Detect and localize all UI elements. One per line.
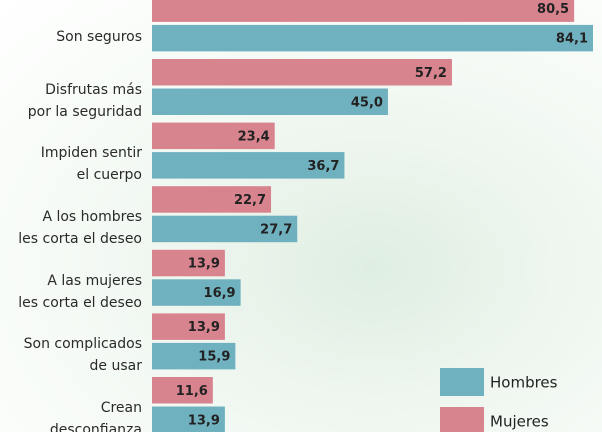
bar bbox=[152, 377, 213, 404]
bar bbox=[152, 342, 236, 370]
value-label: 36,7 bbox=[307, 159, 339, 174]
legend-label: Mujeres bbox=[490, 413, 549, 431]
legend-swatch bbox=[440, 368, 484, 396]
bar bbox=[152, 313, 225, 340]
category-label: Crean desconfianza bbox=[49, 399, 142, 432]
category-label: A los hombres les corta el deseo bbox=[18, 208, 142, 247]
value-label: 22,7 bbox=[234, 193, 266, 208]
value-label: 13,9 bbox=[188, 413, 220, 428]
value-label: 84,1 bbox=[556, 32, 588, 47]
bar bbox=[152, 406, 225, 432]
value-label: 57,2 bbox=[415, 66, 447, 81]
value-label: 15,9 bbox=[198, 350, 230, 365]
bar bbox=[152, 59, 452, 86]
category-label: A las mujeres les corta el deseo bbox=[18, 272, 142, 311]
value-label: 13,9 bbox=[188, 320, 220, 335]
bar bbox=[152, 152, 345, 179]
category-label: Son complicados de usar bbox=[23, 336, 142, 375]
category-label: Impiden sentir el cuerpo bbox=[40, 145, 142, 184]
bar bbox=[152, 186, 272, 213]
value-label: 45,0 bbox=[351, 95, 383, 110]
legend-swatch bbox=[440, 407, 484, 432]
bar bbox=[152, 0, 575, 22]
value-label: 80,5 bbox=[537, 2, 569, 17]
category-label: Disfrutas más por la seguridad bbox=[27, 81, 142, 120]
value-label: 13,9 bbox=[188, 257, 220, 272]
category-label: Son seguros bbox=[56, 29, 142, 46]
value-label: 23,4 bbox=[238, 129, 270, 144]
bar bbox=[152, 249, 225, 277]
bar bbox=[152, 279, 241, 306]
bar bbox=[152, 88, 388, 115]
bar bbox=[152, 24, 593, 52]
bar bbox=[152, 122, 275, 150]
legend-label: Hombres bbox=[490, 374, 558, 392]
value-label: 27,7 bbox=[260, 222, 292, 237]
value-label: 16,9 bbox=[204, 286, 236, 301]
bar bbox=[152, 215, 298, 243]
value-label: 11,6 bbox=[176, 384, 208, 399]
